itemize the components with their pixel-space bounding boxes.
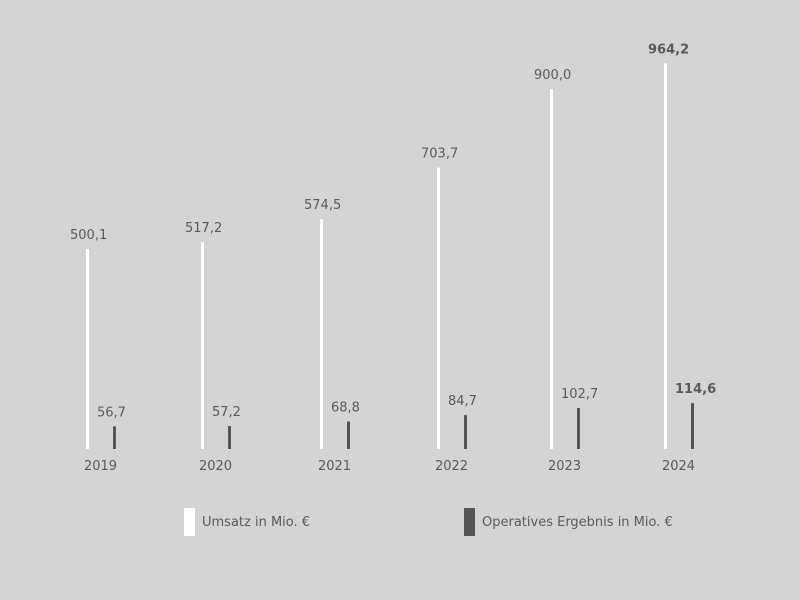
bar-umsatz-2021 bbox=[320, 219, 323, 449]
legend-swatch-umsatz bbox=[184, 508, 195, 536]
legend-label-umsatz: Umsatz in Mio. € bbox=[202, 514, 311, 530]
legend-item-operatives-ergebnis: Operatives Ergebnis in Mio. € bbox=[464, 508, 673, 536]
bar-umsatz-2024 bbox=[664, 63, 667, 449]
bar-operatives-ergebnis-2020 bbox=[228, 426, 231, 449]
x-tick-label-2024: 2024 bbox=[662, 459, 695, 474]
value-label-umsatz-2023: 900,0 bbox=[534, 68, 571, 83]
value-label-umsatz-2021: 574,5 bbox=[304, 198, 341, 213]
bar-operatives-ergebnis-2021 bbox=[347, 421, 350, 449]
x-tick-label-2021: 2021 bbox=[318, 459, 351, 474]
legend-item-umsatz: Umsatz in Mio. € bbox=[184, 508, 310, 536]
bar-umsatz-2019 bbox=[86, 248, 89, 449]
value-label-operatives-ergebnis-2022: 84,7 bbox=[448, 394, 477, 409]
bar-umsatz-2020 bbox=[201, 242, 204, 449]
value-labels-group: 500,1 56,7 517,2 57,2 574,5 68,8 703,7 84,7 900,… bbox=[70, 42, 716, 420]
value-label-umsatz-2019: 500,1 bbox=[70, 228, 107, 243]
x-tick-label-2022: 2022 bbox=[435, 459, 468, 474]
legend-label-operatives-ergebnis: Operatives Ergebnis in Mio. € bbox=[482, 514, 673, 530]
x-tick-label-2019: 2019 bbox=[84, 459, 117, 474]
bar-umsatz-2022 bbox=[437, 167, 440, 449]
bars-group bbox=[86, 63, 694, 449]
value-label-umsatz-2020: 517,2 bbox=[185, 221, 222, 236]
value-label-umsatz-2024: 964,2 bbox=[648, 42, 689, 57]
bar-operatives-ergebnis-2023 bbox=[577, 407, 580, 449]
value-label-operatives-ergebnis-2024: 114,6 bbox=[675, 382, 716, 397]
value-label-operatives-ergebnis-2023: 102,7 bbox=[561, 387, 598, 402]
x-axis-ticks: 2019 2020 2021 2022 2023 2024 bbox=[84, 459, 695, 474]
bar-operatives-ergebnis-2024 bbox=[691, 403, 694, 449]
value-label-operatives-ergebnis-2019: 56,7 bbox=[97, 405, 126, 420]
bar-umsatz-2023 bbox=[550, 89, 553, 449]
x-tick-label-2023: 2023 bbox=[548, 459, 581, 474]
x-tick-label-2020: 2020 bbox=[199, 459, 232, 474]
legend-swatch-operatives-ergebnis bbox=[464, 508, 475, 536]
bar-operatives-ergebnis-2019 bbox=[113, 426, 116, 449]
bar-operatives-ergebnis-2022 bbox=[464, 415, 467, 449]
value-label-umsatz-2022: 703,7 bbox=[421, 147, 458, 162]
value-label-operatives-ergebnis-2021: 68,8 bbox=[331, 400, 360, 415]
value-label-operatives-ergebnis-2020: 57,2 bbox=[212, 405, 241, 420]
